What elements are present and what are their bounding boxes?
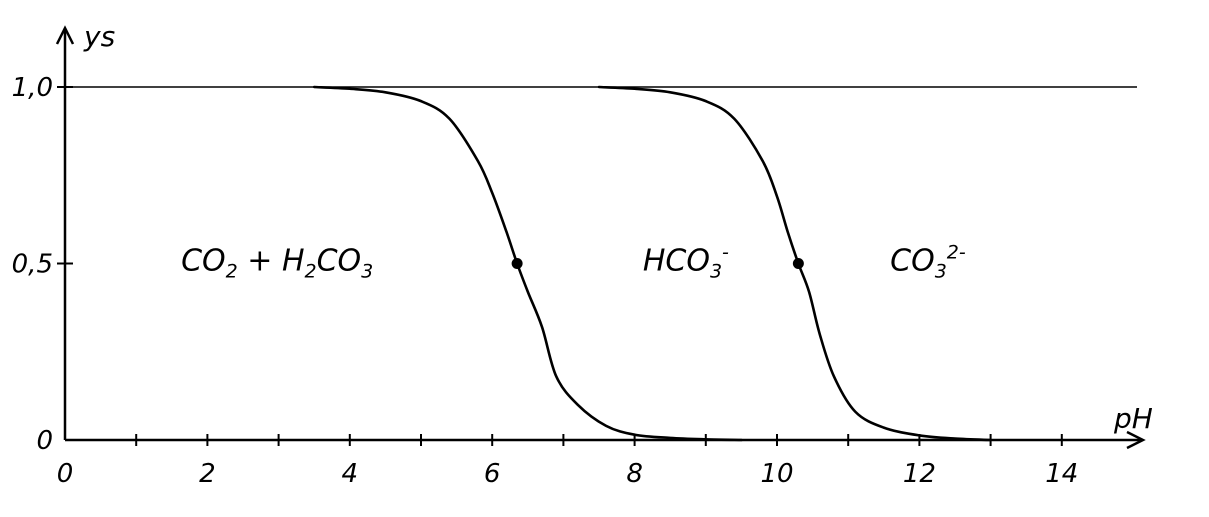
species-label: CO2 + H2CO3	[181, 244, 373, 283]
species-fraction-curve	[312, 85, 743, 442]
x-tick-label: 12	[903, 459, 936, 489]
subscript: 2	[305, 261, 317, 283]
curves	[312, 85, 992, 442]
x-tick-label: 0	[57, 459, 74, 489]
y-tick-label: 0,5	[12, 250, 53, 280]
superscript: -	[722, 242, 729, 264]
x-tick-label: 8	[626, 459, 643, 489]
subscript: 2	[226, 261, 238, 283]
label-text: HCO	[643, 244, 710, 279]
x-axis-label: pH	[1113, 402, 1153, 435]
axes	[55, 25, 1146, 450]
y-axis-label: ys	[83, 20, 115, 53]
label-text: + H	[238, 244, 305, 279]
half-equivalence-point	[792, 258, 804, 269]
superscript: 2-	[947, 242, 966, 264]
half-equivalence-point	[511, 258, 523, 269]
subscript: 3	[710, 261, 722, 283]
label-text: CO	[181, 244, 226, 279]
x-tick-label: 2	[199, 459, 216, 489]
x-tick-label: 6	[484, 459, 501, 489]
x-tick-label: 14	[1045, 459, 1078, 489]
y-tick-label: 0	[36, 426, 53, 456]
label-text: CO	[890, 244, 935, 279]
subscript: 3	[935, 261, 947, 283]
species-label: CO32-	[890, 242, 966, 283]
species-label: HCO3-	[643, 242, 729, 283]
y-tick-label: 1,0	[12, 73, 53, 103]
subscript: 3	[361, 261, 373, 283]
x-tick-label: 10	[760, 459, 793, 489]
x-tick-label: 4	[342, 459, 359, 489]
label-text: CO	[317, 244, 362, 279]
x-axis-arrow	[1126, 430, 1146, 450]
y-axis-arrow	[55, 25, 75, 45]
